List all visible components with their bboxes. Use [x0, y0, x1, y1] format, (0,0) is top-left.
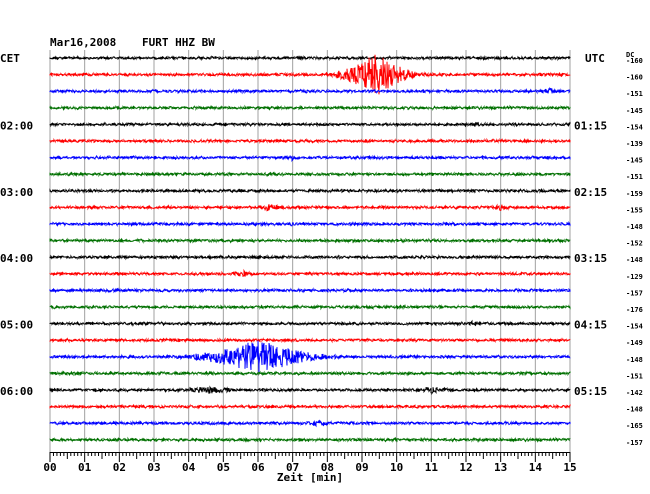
trace-0 — [49, 54, 571, 62]
trace-1 — [49, 54, 571, 95]
x-tick-label-03: 03 — [147, 461, 160, 474]
dc-offset-label-2: -151 — [626, 90, 643, 98]
trace-10 — [49, 220, 571, 228]
x-tick-label-10: 10 — [390, 461, 403, 474]
x-tick-label-13: 13 — [494, 461, 507, 474]
dc-offset-label-18: -148 — [626, 356, 643, 364]
dc-offset-label-21: -148 — [626, 406, 643, 414]
trace-11 — [49, 237, 571, 244]
trace-17 — [49, 337, 571, 344]
x-tick-label-14: 14 — [529, 461, 543, 474]
left-time-label-12: 04:00 — [0, 252, 33, 265]
x-tick-label-02: 02 — [113, 461, 126, 474]
left-time-label-8: 03:00 — [0, 186, 33, 199]
left-time-label-20: 06:00 — [0, 385, 33, 398]
trace-16 — [49, 319, 571, 327]
x-tick-label-06: 06 — [251, 461, 265, 474]
right-time-label-8: 02:15 — [574, 186, 607, 199]
right-time-label-4: 01:15 — [574, 119, 607, 132]
dc-offset-label-13: -129 — [626, 273, 643, 281]
chart-title-date: Mar16,2008 — [50, 36, 116, 49]
dc-offset-label-16: -154 — [626, 323, 643, 331]
grid-lines — [49, 50, 571, 452]
x-tick-label-09: 09 — [355, 461, 368, 474]
dc-offset-label-5: -139 — [626, 140, 643, 148]
right-time-label-12: 03:15 — [574, 252, 607, 265]
trace-14 — [49, 287, 571, 294]
right-time-label-20: 05:15 — [574, 385, 607, 398]
trace-12 — [49, 253, 571, 261]
x-tick-label-11: 11 — [425, 461, 439, 474]
dc-offset-label-23: -157 — [626, 439, 643, 447]
dc-offset-label-17: -149 — [626, 339, 643, 347]
dc-offset-label-9: -155 — [626, 206, 643, 214]
trace-4 — [49, 121, 571, 128]
dc-offset-label-10: -148 — [626, 223, 643, 231]
dc-offset-label-20: -142 — [626, 389, 643, 397]
trace-8 — [49, 187, 571, 194]
trace-23 — [49, 436, 571, 443]
trace-20 — [49, 385, 571, 396]
trace-9 — [49, 203, 571, 212]
dc-offset-label-1: -160 — [626, 74, 643, 82]
trace-21 — [49, 403, 571, 410]
dc-offset-label-3: -145 — [626, 107, 643, 115]
right-time-label-16: 04:15 — [574, 319, 607, 332]
right-timezone-label: UTC — [585, 52, 605, 65]
x-tick-label-07: 07 — [286, 461, 299, 474]
trace-19 — [49, 370, 571, 377]
x-tick-label-04: 04 — [182, 461, 196, 474]
dc-offset-label-15: -176 — [626, 306, 643, 314]
dc-offset-label-7: -151 — [626, 173, 643, 181]
dc-offset-label-14: -157 — [626, 289, 643, 297]
trace-5 — [49, 137, 571, 145]
trace-group: -160 -160 -151 -145 -154 -139 -145 -151 -159 -155… — [0, 54, 643, 447]
dc-label: DC — [626, 51, 634, 59]
x-axis-title: Zeit [min] — [277, 471, 343, 484]
left-time-label-4: 02:00 — [0, 119, 33, 132]
trace-2 — [49, 86, 571, 95]
x-tick-label-15: 15 — [563, 461, 576, 474]
left-time-label-16: 05:00 — [0, 319, 33, 332]
dc-offset-label-22: -165 — [626, 422, 643, 430]
trace-13 — [49, 268, 571, 277]
x-tick-label-00: 00 — [43, 461, 56, 474]
trace-7 — [49, 170, 571, 178]
x-tick-label-12: 12 — [459, 461, 472, 474]
chart-title-station: FURT HHZ BW — [142, 36, 215, 49]
dc-offset-label-12: -148 — [626, 256, 643, 264]
x-tick-label-01: 01 — [78, 461, 92, 474]
dc-offset-label-11: -152 — [626, 240, 643, 248]
left-timezone-label: CET — [0, 52, 20, 65]
trace-15 — [49, 304, 571, 311]
dc-offset-label-8: -159 — [626, 190, 643, 198]
x-tick-label-08: 08 — [321, 461, 334, 474]
x-axis: 00 01 02 03 04 05 06 07 08 09 10 11 12 13 14 15 — [43, 452, 577, 474]
trace-6 — [49, 154, 571, 163]
dc-offset-label-4: -154 — [626, 123, 643, 131]
dc-offset-label-19: -151 — [626, 372, 643, 380]
dc-offset-label-6: -145 — [626, 157, 643, 165]
dc-offset-label-0: -160 — [626, 57, 643, 65]
x-tick-label-05: 05 — [217, 461, 230, 474]
trace-3 — [49, 104, 571, 112]
trace-18 — [49, 340, 571, 374]
trace-22 — [49, 419, 571, 428]
